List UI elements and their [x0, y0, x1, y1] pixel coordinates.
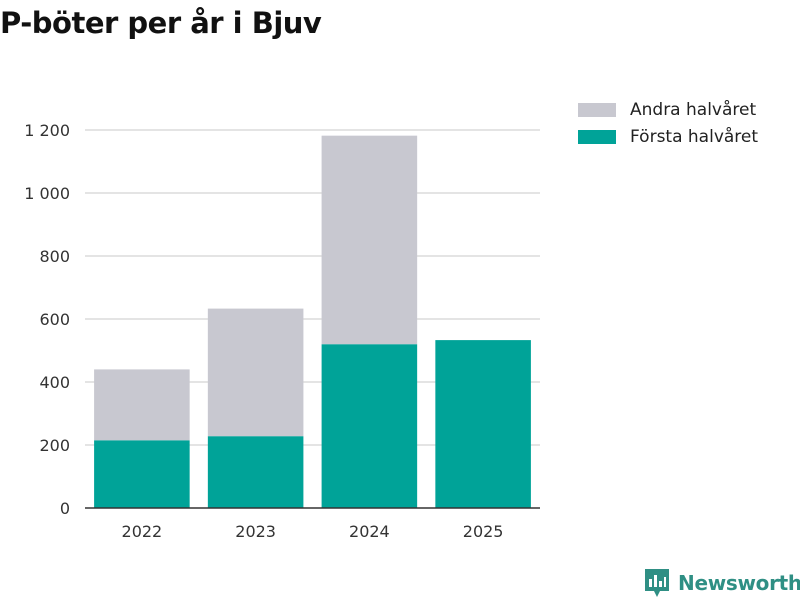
y-tick-label-800: 800 [39, 247, 70, 266]
y-tick-label-200: 200 [39, 436, 70, 455]
y-tick-label-400: 400 [39, 373, 70, 392]
legend-item-forsta[interactable]: Första halvåret [578, 123, 758, 150]
y-tick-label-600: 600 [39, 310, 70, 329]
chart-title: P-böter per år i Bjuv [0, 6, 322, 40]
y-tick-label-1000: 1 000 [24, 184, 70, 203]
bar-2022-andra [94, 369, 190, 441]
bar-2025-forsta [435, 340, 531, 508]
y-tick-label-1200: 1 200 [24, 121, 70, 140]
bar-2024-andra [321, 135, 418, 345]
bar-2023-andra [207, 308, 304, 437]
bar-2023-forsta [207, 436, 304, 508]
legend-item-andra[interactable]: Andra halvåret [578, 96, 758, 123]
legend-swatch-andra [578, 102, 616, 117]
x-tick-label-2025: 2025 [463, 522, 504, 541]
y-tick-label-0: 0 [60, 499, 70, 518]
bar-2022-forsta [94, 440, 190, 508]
newsworthy-logo-icon [645, 569, 669, 597]
legend-swatch-forsta [578, 129, 616, 144]
newsworthy-logo: Newsworthy [644, 568, 800, 598]
x-tick-label-2022: 2022 [122, 522, 163, 541]
bar-2024-forsta [321, 344, 418, 508]
legend-label-andra: Andra halvåret [630, 99, 757, 120]
legend-label-forsta: Första halvåret [630, 126, 759, 147]
newsworthy-logo-text: Newsworthy [678, 571, 800, 595]
legend: Andra halvåret Första halvåret [578, 96, 758, 150]
x-tick-label-2023: 2023 [235, 522, 276, 541]
x-tick-label-2024: 2024 [349, 522, 390, 541]
